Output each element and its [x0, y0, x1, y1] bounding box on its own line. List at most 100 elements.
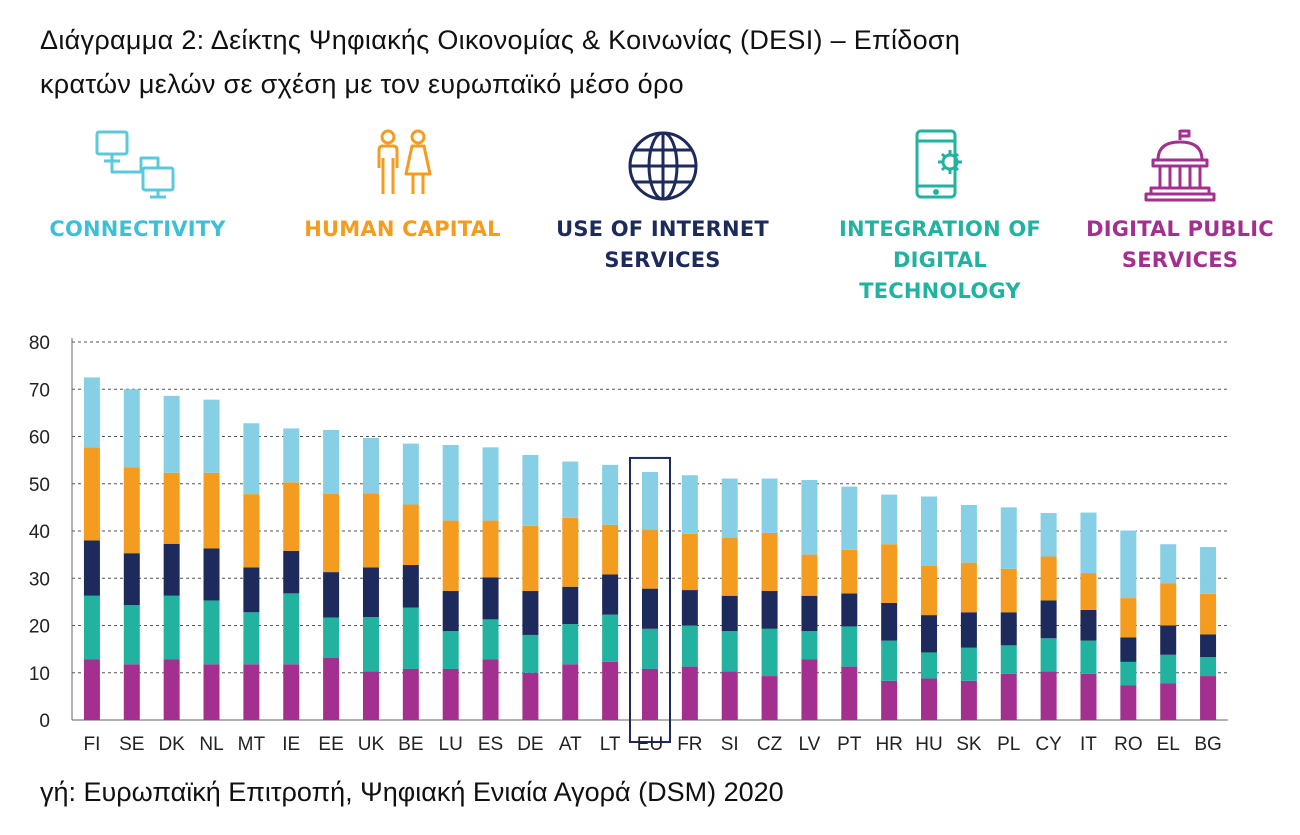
bar-segment-DE [522, 525, 539, 592]
bar-segment-LU [442, 445, 459, 521]
bar-segment-HR [881, 602, 898, 641]
bar-segment-BE [402, 443, 419, 505]
legend-label-human-capital: HUMAN CAPITAL [304, 217, 501, 241]
bar-segment-FI [83, 540, 100, 596]
legend-digital-public-services: DIGITAL PUBLIC SERVICES [1080, 128, 1280, 276]
x-tick-label: IE [282, 734, 300, 755]
chart-title-line-2: κρατών μελών σε σχέση με τον ευρωπαϊκό μ… [40, 69, 684, 99]
bar-segment-NL [203, 399, 220, 473]
bar-segment-EL [1160, 544, 1177, 584]
bar-segment-IE [283, 428, 300, 483]
legend-use-of-internet-services: USE OF INTERNET SERVICES [545, 128, 780, 276]
people-icon [377, 129, 431, 194]
bar-segment-CY [1040, 600, 1057, 639]
bar-segment-DE [522, 454, 539, 526]
bar-segment-PL [1000, 645, 1017, 674]
x-tick-label: LV [799, 734, 821, 755]
bar-segment-SK [960, 562, 977, 613]
x-tick-label: EE [318, 734, 343, 755]
bar-segment-AT [562, 624, 579, 665]
globe-icon [628, 131, 697, 201]
y-tick-label: 30 [29, 569, 50, 590]
bar-segment-LV [801, 659, 818, 720]
bar-segment-EE [323, 493, 340, 573]
bar-segment-EU [642, 588, 658, 629]
bar-segment-CY [1040, 671, 1057, 720]
bar-segment-HU [921, 565, 938, 616]
y-tick-label: 60 [29, 428, 50, 449]
bar-segment-LT [602, 661, 619, 720]
bar-segment-ES [482, 659, 499, 720]
bar-segment-NL [203, 664, 220, 720]
bar-segment-LU [442, 668, 459, 720]
bar-segment-CZ [761, 676, 778, 720]
x-axis: FI SE DK NL MT IE EE UK BE LU ES DE AT LT EU FR SI CZ LV PT… [83, 734, 1221, 755]
stacked-bar-chart: 0 10 20 30 40 50 60 70 80 FI SE DK NL MT IE EE UK BE LU ES… [29, 333, 1228, 755]
bar-segment-IE [283, 593, 300, 665]
bar-segment-LV [801, 554, 818, 596]
bar-segment-BG [1200, 676, 1217, 720]
bar-segment-FI [83, 377, 100, 448]
bar-segment-MT [243, 423, 260, 495]
x-tick-label: ES [478, 734, 503, 755]
bar-segment-EE [323, 429, 340, 494]
bar-segment-BE [402, 668, 419, 720]
chart-title: Διάγραμμα 2: Δείκτης Ψηφιακής Οικονομίας… [40, 18, 1270, 106]
bar-segment-SK [960, 505, 977, 563]
y-tick-label: 20 [29, 617, 50, 638]
bar-segment-LV [801, 595, 818, 632]
bar-segment-PL [1000, 612, 1017, 646]
bar-segment-IT [1080, 573, 1097, 610]
bar-segment-EU [642, 471, 658, 530]
bar-segment-RO [1120, 637, 1137, 662]
bar-segment-FR [681, 666, 698, 720]
source-note: γή: Ευρωπαϊκή Επιτροπή, Ψηφιακή Ενιαία Α… [40, 777, 784, 807]
bar-segment-PL [1000, 568, 1017, 613]
bar-segment-IT [1080, 512, 1097, 574]
bar-segment-AT [562, 517, 579, 587]
bar-segment-EL [1160, 583, 1177, 626]
bar-segment-AT [562, 586, 579, 625]
bar-segment-LU [442, 520, 459, 592]
bar-segment-SE [123, 553, 140, 606]
tablet-gear-icon [915, 129, 962, 199]
bar-segment-FR [681, 590, 698, 626]
bar-segment-LU [442, 591, 459, 632]
y-tick-label: 80 [29, 333, 50, 354]
bar-segment-AT [562, 664, 579, 720]
x-tick-label: SE [119, 734, 144, 755]
bar-segment-LU [442, 631, 459, 669]
bar-segment-DE [522, 672, 539, 720]
bar-segment-FR [681, 475, 698, 534]
bar-segment-HU [921, 678, 938, 720]
bar-segment-SK [960, 680, 977, 720]
bar-segment-DE [522, 591, 539, 635]
bar-segment-HR [881, 640, 898, 681]
bar-segment-BE [402, 565, 419, 608]
bar-segment-FI [83, 659, 100, 720]
bar-segment-RO [1120, 530, 1137, 599]
bar-segment-SE [123, 664, 140, 720]
bar-segment-BE [402, 504, 419, 566]
bar-segment-CY [1040, 513, 1057, 557]
bar-segment-SI [721, 595, 738, 632]
x-tick-label: SI [721, 734, 739, 755]
x-tick-label: CZ [757, 734, 783, 755]
bar-segment-DK [163, 543, 180, 596]
bar-segment-NL [203, 548, 220, 601]
bar-segment-CZ [761, 591, 778, 629]
legend-label-use-of-internet-services: USE OF INTERNET SERVICES [556, 217, 769, 272]
bar-segment-BE [402, 607, 419, 669]
bar-segment-HU [921, 496, 938, 566]
bar-segment-SE [123, 467, 140, 554]
legend-label-connectivity: CONNECTIVITY [49, 217, 226, 241]
legend-connectivity: CONNECTIVITY [40, 128, 235, 245]
bar-segment-DK [163, 595, 180, 660]
bar-segment-CZ [761, 478, 778, 533]
connected-computers-icon [95, 130, 174, 199]
bar-segment-MT [243, 612, 260, 665]
bar-segment-PL [1000, 507, 1017, 569]
bar-segment-SI [721, 631, 738, 672]
bar-segment-BG [1200, 593, 1217, 635]
bar-segment-SI [721, 671, 738, 720]
